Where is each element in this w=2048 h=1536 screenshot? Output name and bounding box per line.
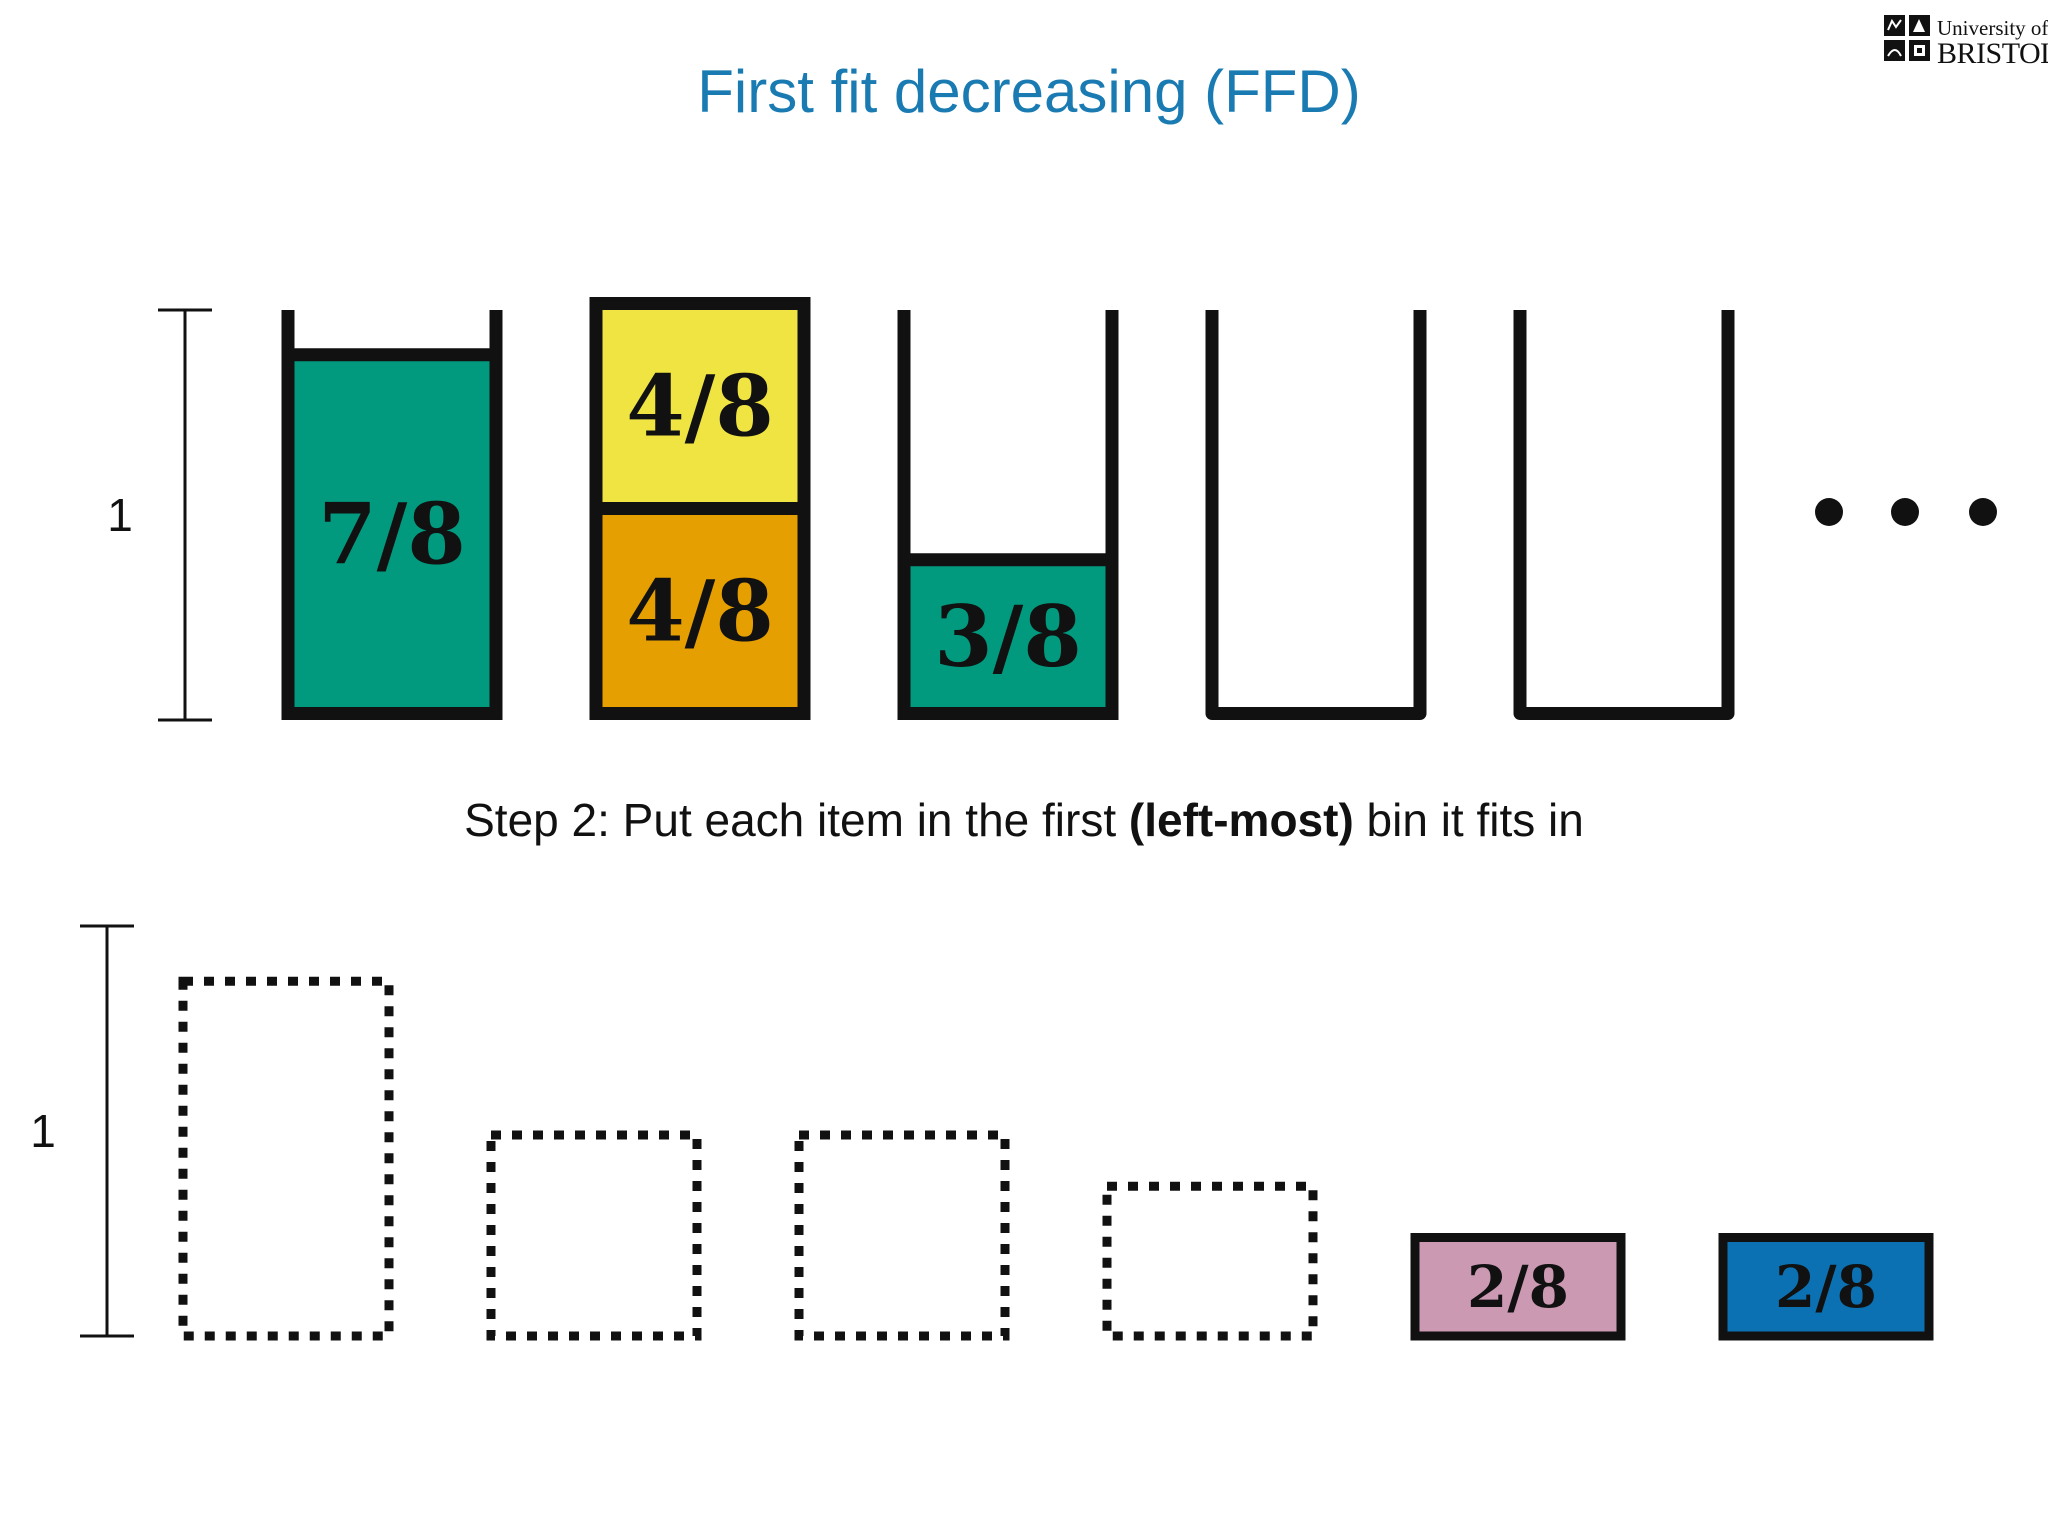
bin-outline <box>281 310 503 720</box>
item <box>1102 1181 1318 1341</box>
bin <box>1205 310 1427 720</box>
crest-icon <box>1884 15 1930 61</box>
placed-item-outline <box>178 976 394 1341</box>
ellipsis-dot <box>1891 498 1919 526</box>
university-logo: University of BRISTOL <box>1883 12 2048 69</box>
bin-item-label: 4/8 <box>626 562 774 661</box>
pending-item <box>1718 1233 1934 1341</box>
step-caption-bold: (left-most) <box>1128 794 1354 846</box>
logo-text: University of BRISTOL <box>1937 18 2048 69</box>
scale-label: 1 <box>107 489 133 541</box>
placed-item-outline <box>486 1130 702 1341</box>
logo-line-2: BRISTOL <box>1937 37 2048 70</box>
bin <box>1513 310 1735 720</box>
bin: 7/8 <box>281 310 503 720</box>
placed-item-outline <box>1102 1181 1318 1341</box>
bin-outline <box>1513 310 1735 720</box>
bin-outline <box>589 310 811 720</box>
bin-item <box>589 297 811 515</box>
pending-item-label: 2/8 <box>1467 1253 1569 1321</box>
bin-item-label: 3/8 <box>934 587 1082 686</box>
bin-item-label: 7/8 <box>318 485 466 584</box>
items-diagram: 1 2/8 2/8 <box>30 924 1934 1341</box>
item <box>486 1130 702 1341</box>
bin: 3/8 <box>897 310 1119 720</box>
item <box>178 976 394 1341</box>
ellipsis-dot <box>1969 498 1997 526</box>
bin-item-label: 4/8 <box>626 357 774 456</box>
scale-label: 1 <box>30 1105 56 1157</box>
bins-diagram: 1 7/8 4/8 4/8 3/8 <box>107 297 1997 722</box>
slide-title: First fit decreasing (FFD) <box>697 58 1361 125</box>
item: 2/8 <box>1410 1233 1626 1341</box>
bin-outline <box>897 310 1119 720</box>
placed-item-outline <box>794 1130 1010 1341</box>
item: 2/8 <box>1718 1233 1934 1341</box>
step-caption-prefix: Step 2: Put each item in the first <box>464 794 1129 846</box>
logo-line-1: University of <box>1937 16 2048 40</box>
item <box>794 1130 1010 1341</box>
step-caption: Step 2: Put each item in the first (left… <box>0 797 2048 843</box>
bin-outline <box>1205 310 1427 720</box>
more-bins-indicator <box>1815 498 1997 526</box>
pending-item <box>1410 1233 1626 1341</box>
ellipsis-dot <box>1815 498 1843 526</box>
step-caption-suffix: bin it fits in <box>1353 794 1584 846</box>
bin: 4/8 4/8 <box>589 297 811 720</box>
pending-item-label: 2/8 <box>1775 1253 1877 1321</box>
